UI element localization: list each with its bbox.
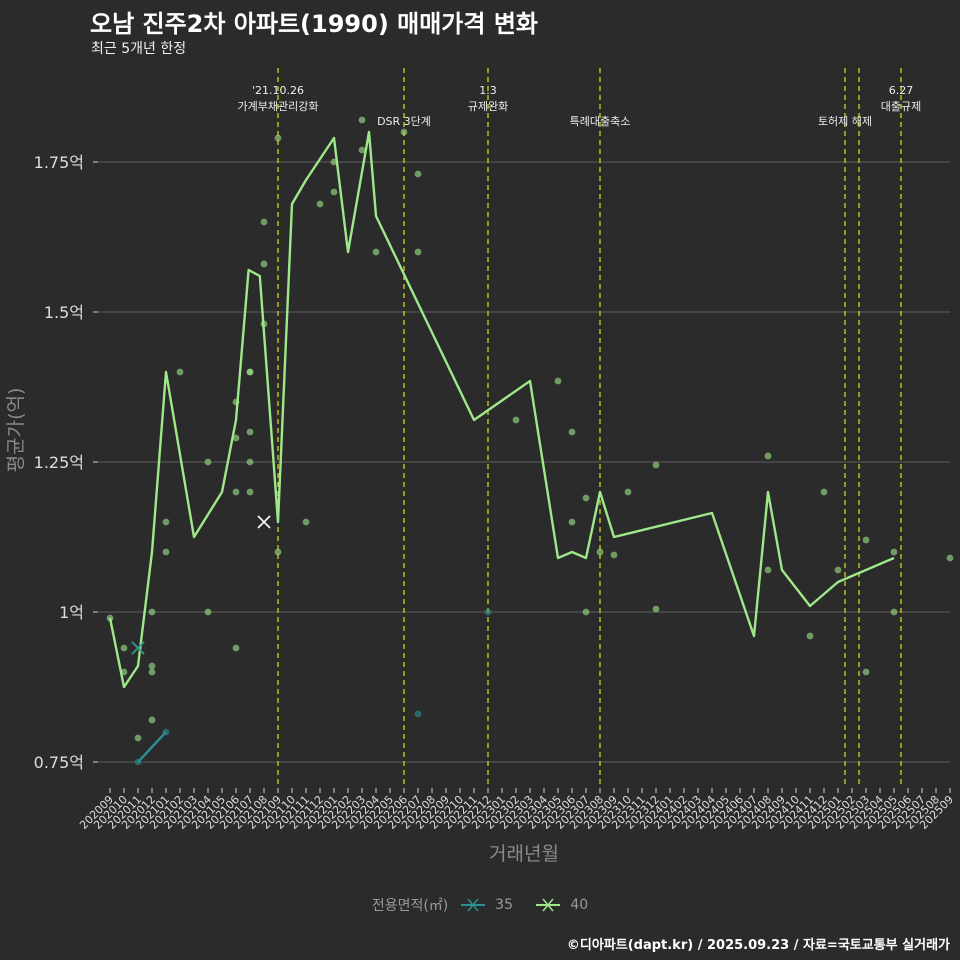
grid-layer (98, 161, 950, 763)
scatter-point-40 (148, 662, 156, 670)
scatter-point-40 (890, 608, 898, 616)
scatter-point-40 (554, 377, 562, 385)
scatter-point-40 (232, 488, 240, 496)
scatter-point-40 (120, 644, 128, 652)
scatter-point-40 (274, 134, 282, 142)
line-layer (108, 130, 895, 763)
legend-key-35-icon (460, 898, 485, 912)
event-label: 6.27 (889, 84, 914, 97)
series-line-35 (137, 731, 167, 763)
scatter-point-40 (204, 608, 212, 616)
scatter-point-40 (330, 188, 338, 196)
scatter-point-40 (232, 644, 240, 652)
scatter-point-40 (316, 200, 324, 208)
scatter-point-40 (232, 434, 240, 442)
scatter-point-40 (806, 632, 814, 640)
cross-marker-stroke (257, 515, 271, 529)
event-label: 1.3 (479, 84, 497, 97)
scatter-point-40 (162, 548, 170, 556)
scatter-point-35 (484, 608, 492, 616)
scatter-point-40 (610, 551, 618, 559)
scatter-point-40 (358, 146, 366, 154)
legend-key-40-icon (535, 898, 560, 912)
scatter-point-40 (148, 668, 156, 676)
scatter-point-40 (820, 488, 828, 496)
scatter-point-40 (176, 368, 184, 376)
scatter-point-40 (652, 461, 660, 469)
y-tick-label: 1억 (59, 603, 84, 622)
scatter-point-40 (764, 452, 772, 460)
legend-label-40: 40 (570, 897, 589, 913)
y-tick-label: 1.5억 (44, 303, 84, 322)
scatter-point-40 (246, 458, 254, 466)
scatter-point-40 (204, 458, 212, 466)
scatter-point-40 (260, 260, 268, 268)
event-label: 대출규제 (881, 100, 921, 113)
scatter-point-40 (834, 566, 842, 574)
cross-marker-35 (131, 641, 145, 655)
scatter-point-40 (134, 734, 142, 742)
scatter-layer (106, 116, 954, 766)
scatter-point-40 (148, 716, 156, 724)
scatter-point-40 (274, 548, 282, 556)
y-tick-label: 1.75억 (34, 153, 84, 172)
event-label: 가계부채관리강화 (238, 100, 319, 113)
scatter-point-40 (372, 248, 380, 256)
source-caption: ©디아파트(dapt.kr) / 2025.09.23 / 자료=국토교통부 실… (566, 938, 950, 953)
legend: 전용면적(㎡) 35 40 (0, 895, 960, 915)
scatter-point-40 (414, 170, 422, 178)
scatter-point-40 (148, 608, 156, 616)
legend-title: 전용면적(㎡) (371, 898, 449, 914)
x-axis-title: 거래년월 (489, 843, 559, 865)
scatter-point-40 (764, 566, 772, 574)
cross-marker-stroke (131, 641, 145, 655)
scatter-point-40 (582, 608, 590, 616)
scatter-point-40 (260, 218, 268, 226)
cross-marker-none (257, 515, 271, 529)
scatter-point-40 (568, 518, 576, 526)
scatter-point-40 (246, 428, 254, 436)
scatter-point-40 (652, 605, 660, 613)
scatter-point-40 (624, 488, 632, 496)
scatter-point-40 (862, 536, 870, 544)
scatter-point-35 (414, 710, 422, 718)
legend-label-35: 35 (495, 897, 513, 913)
scatter-point-40 (596, 548, 604, 556)
scatter-point-40 (246, 368, 254, 376)
y-axis-title: 평균가(억) (5, 388, 27, 473)
scatter-point-40 (414, 248, 422, 256)
scatter-point-40 (302, 518, 310, 526)
axis-layer: 0.75억1억1.25억1.5억1.75억2020092020102020112… (5, 153, 956, 865)
scatter-point-40 (890, 548, 898, 556)
event-label: DSR 3단계 (377, 115, 431, 128)
scatter-point-40 (582, 494, 590, 502)
scatter-point-40 (400, 128, 408, 136)
series-line-40 (108, 130, 895, 689)
scatter-point-40 (512, 416, 520, 424)
scatter-point-40 (358, 116, 366, 124)
marker-layer (131, 515, 271, 655)
event-label: 특례대출축소 (570, 115, 631, 128)
scatter-point-40 (246, 488, 254, 496)
chart-title: 오남 진주2차 아파트(1990) 매매가격 변화 (90, 10, 538, 38)
event-label: 토허제 해제 (818, 114, 872, 128)
y-tick-label: 1.25억 (34, 453, 84, 472)
scatter-point-40 (946, 554, 954, 562)
scatter-point-40 (568, 428, 576, 436)
event-label: 규제완화 (468, 100, 508, 113)
scatter-point-40 (162, 518, 170, 526)
event-label: '21.10.26 (252, 84, 304, 97)
scatter-point-40 (862, 668, 870, 676)
y-tick-label: 0.75억 (34, 753, 84, 772)
chart-subtitle: 최근 5개년 한정 (91, 41, 187, 57)
